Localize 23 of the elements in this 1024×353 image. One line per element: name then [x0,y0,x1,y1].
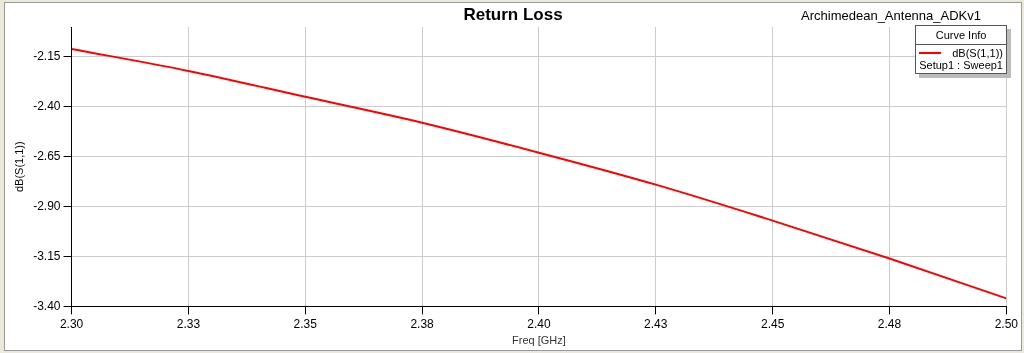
y-tick-label: -3.40 [33,298,61,313]
x-tick-label: 2.40 [527,316,551,331]
legend-label: dB(S(1,1)) [952,47,1003,59]
x-tick-label: 2.50 [994,316,1019,331]
x-tick-label: 2.30 [59,316,84,331]
x-tick-label: 2.35 [293,316,318,331]
y-tick-label: -2.15 [33,49,61,64]
x-tick-label: 2.33 [176,316,201,331]
y-tick-label: -2.40 [33,99,61,114]
y-tick-label: -3.15 [33,248,61,263]
annotation: Setup1 : Sweep1 [918,59,1004,73]
chart-subtitle: Archimedean_Antenna_ADKv1 [801,8,981,23]
x-tick-label: 2.48 [877,316,902,331]
y-tick-label: -2.65 [33,149,61,164]
x-tick-label: 2.38 [410,316,435,331]
x-tick-label: 2.43 [644,316,668,331]
x-tick-label: 2.45 [760,316,785,331]
chart-title: Return Loss [463,5,563,24]
x-axis-title: Freq [GHz] [512,334,566,347]
line-series [71,47,1007,300]
legend-title: Curve Info [916,26,1006,45]
y-axis-title: dB(S(1,1)) [12,141,25,193]
y-tick-label: -2.90 [33,198,61,213]
